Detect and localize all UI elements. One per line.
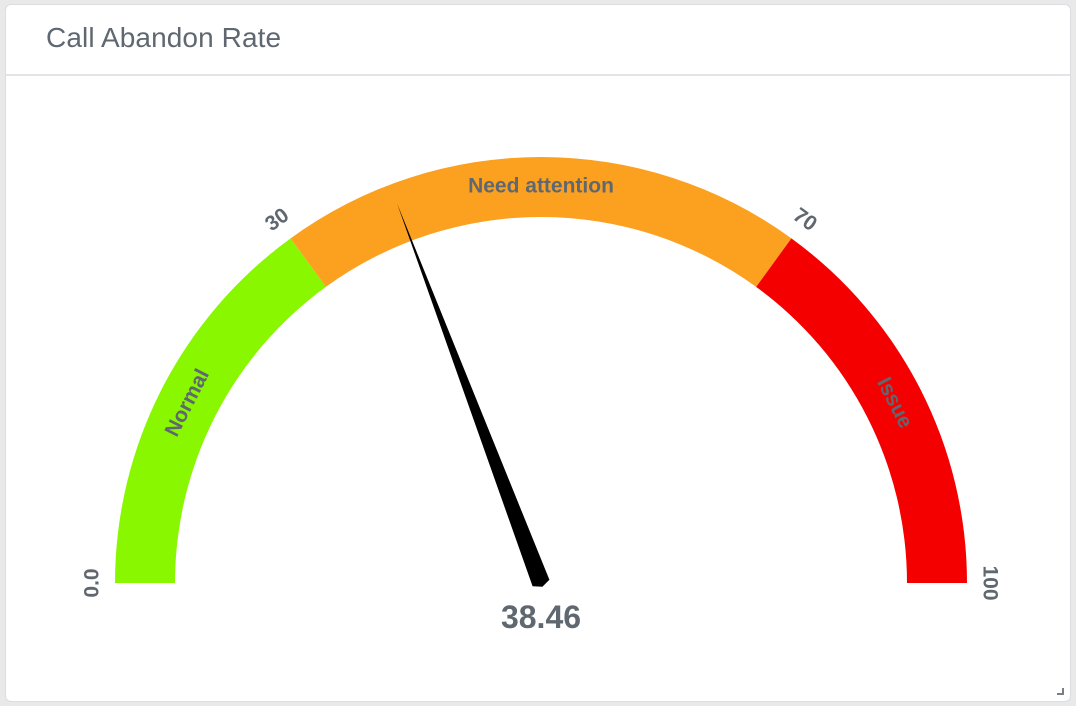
gauge-tick-label: 100 [978, 565, 1001, 600]
panel-header: Call Abandon Rate [6, 5, 1070, 76]
resize-handle[interactable] [1057, 688, 1064, 695]
gauge-band-normal [115, 238, 326, 583]
gauge-value-label: 38.46 [501, 599, 581, 635]
gauge-band-label: Need attention [468, 175, 614, 198]
gauge-band-need-attention [290, 156, 792, 287]
gauge-tick-label: 70 [789, 204, 821, 236]
gauge-band-issue [756, 238, 967, 583]
gauge-tick-label: 30 [261, 204, 293, 236]
gauge-bands [115, 156, 967, 583]
gauge-panel: Call Abandon Rate Normal Need attention Is… [5, 4, 1071, 702]
gauge-needle-group [397, 203, 550, 587]
gauge-needle [397, 203, 550, 587]
gauge-tick-label: 0.0 [81, 568, 104, 597]
panel-title: Call Abandon Rate [46, 22, 282, 53]
